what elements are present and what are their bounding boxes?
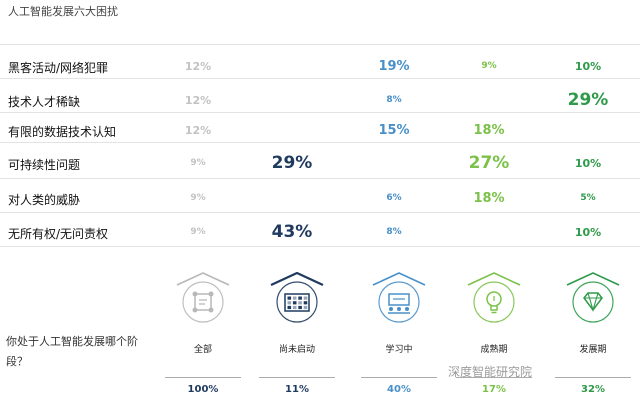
value-cell: 19% [378, 59, 410, 74]
value-cell: 9% [190, 227, 206, 237]
row-label: 有限的数据技术认知 [8, 125, 117, 139]
row-divider [0, 246, 640, 247]
stage-share: 11% [285, 384, 309, 395]
stage-name: 全部 [193, 345, 213, 355]
lightbulb-icon [467, 272, 521, 323]
page-title: 人工智能发展六大困扰 [8, 5, 118, 18]
value-cell: 12% [184, 60, 212, 73]
value-cell: 12% [184, 94, 212, 107]
value-cell: 29% [271, 153, 313, 173]
value-cell: 8% [386, 227, 402, 237]
row-label: 对人类的威胁 [8, 193, 81, 207]
stage-divider [456, 377, 532, 378]
value-cell: 43% [271, 222, 313, 242]
row-label: 无所有权/无问责权 [8, 227, 109, 241]
stage-share: 100% [187, 384, 219, 395]
stage-share: 32% [581, 384, 605, 395]
stage-divider [259, 377, 335, 378]
value-cell: 10% [574, 226, 602, 239]
stage-name: 发展期 [579, 345, 607, 355]
diamond-icon [566, 272, 620, 323]
stage-card [563, 272, 623, 342]
stage-card [369, 272, 429, 342]
value-cell: 18% [473, 123, 505, 138]
row-divider [0, 112, 640, 113]
row-divider [0, 178, 640, 179]
value-cell: 9% [190, 193, 206, 203]
value-cell: 6% [386, 193, 402, 203]
value-cell: 15% [378, 123, 410, 138]
value-cell: 9% [481, 61, 497, 71]
row-divider [0, 78, 640, 79]
value-cell: 12% [184, 124, 212, 137]
stage-divider [165, 377, 241, 378]
section-question: 你处于人工智能发展哪个阶段？ [6, 335, 138, 368]
value-cell: 29% [567, 90, 609, 110]
stage-divider [361, 377, 437, 378]
network-nodes-icon [176, 272, 230, 323]
row-label: 黑客活动/网络犯罪 [8, 61, 109, 75]
value-cell: 10% [574, 157, 602, 170]
stage-name: 成熟期 [480, 345, 508, 355]
stage-share: 40% [387, 384, 411, 395]
value-cell: 8% [386, 95, 402, 105]
row-label: 技术人才稀缺 [8, 95, 81, 109]
value-cell: 9% [190, 158, 206, 168]
value-cell: 5% [580, 193, 596, 203]
grid-board-icon [270, 271, 324, 323]
classroom-icon [372, 272, 426, 323]
value-cell: 18% [473, 191, 505, 206]
stage-card [464, 272, 524, 342]
stage-card [267, 271, 327, 342]
row-divider [0, 212, 640, 213]
value-cell: 10% [574, 60, 602, 73]
row-label: 可持续性问题 [8, 158, 81, 172]
row-divider [0, 44, 640, 45]
value-cell: 27% [468, 153, 510, 173]
row-divider [0, 142, 640, 143]
stage-divider [555, 377, 631, 378]
stage-name: 尚未启动 [278, 345, 316, 355]
stage-name: 学习中 [385, 345, 413, 355]
watermark: 深度智能研究院 [448, 365, 533, 379]
stage-share: 17% [482, 384, 506, 395]
stage-card [173, 272, 233, 342]
